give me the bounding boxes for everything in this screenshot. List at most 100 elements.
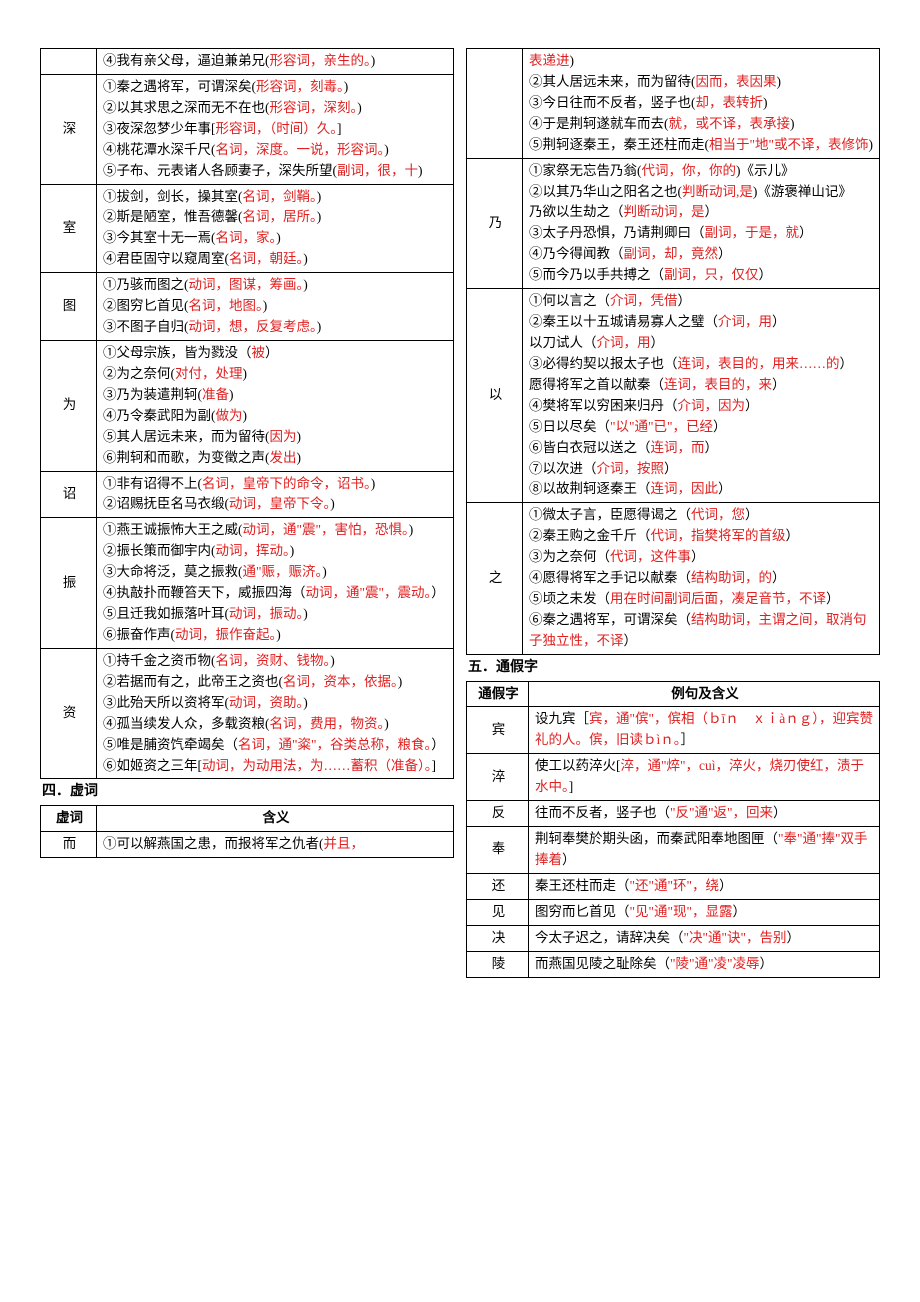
plain-text: ) [303, 277, 308, 292]
red-text: 连词，表目的，用来……的 [678, 356, 840, 371]
content-line: ④君臣固守以窥周室(名词，朝廷。) [103, 249, 449, 270]
key-cell: 决 [467, 925, 529, 951]
content-line: ①非有诏得不上(名词，皇帝下的命令，诏书。) [103, 474, 449, 495]
plain-text: ） [840, 356, 854, 371]
plain-text: ） [719, 878, 733, 893]
red-text: 动词，挥动。 [216, 543, 290, 558]
red-text: 形容词，（时间）久。 [216, 121, 338, 136]
plain-text: ） [713, 419, 727, 434]
plain-text: 愿得将军之首以献秦（ [529, 377, 664, 392]
plain-text: 乃欲以生劫之（ [529, 204, 624, 219]
red-text: 名词，资本，依据。 [283, 674, 398, 689]
red-text: 连词，而 [651, 440, 705, 455]
table-row: 室①拔剑，剑长，操其室(名词，剑鞘。)②斯是陋室，惟吾德馨(名词，居所。)③今其… [41, 184, 454, 273]
plain-text: ②图穷匕首见( [103, 298, 189, 313]
red-text: 名词，通"粢"，谷类总称，粮食。 [238, 737, 431, 752]
plain-text: ②以其求思之深而无不在也( [103, 100, 270, 115]
table-row: 为①父母宗族，皆为戮没（被）②为之奈何(对付，处理)③乃为装遣荆轲(准备)④乃令… [41, 340, 454, 471]
plain-text: ④桃花潭水深千尺( [103, 142, 216, 157]
plain-text: ⑤日以尽矣（ [529, 419, 610, 434]
content-line: ①乃骇而图之(动词，图谋，筹画。) [103, 275, 449, 296]
content-line: ⑤而今乃以手共搏之（副词，只，仅仅） [529, 265, 875, 286]
plain-text: 使工以药淬火[ [535, 758, 621, 773]
table-row: 表递进)②其人居远未来，而为留待(因而，表因果)③今日往而不反者，竖子也(却，表… [467, 49, 880, 159]
content-line: 秦王还柱而走（"还"通"环"，绕） [535, 876, 875, 897]
red-text: 因为 [270, 429, 297, 444]
plain-text: ③乃为装遣荆轲( [103, 387, 202, 402]
plain-text: ③太子丹恐惧，乃请荆卿曰（ [529, 225, 705, 240]
table-header-row: 通假字 例句及含义 [467, 681, 880, 707]
plain-text: ④愿得将军之手记以献秦（ [529, 570, 691, 585]
content-line: 图穷而匕首见（"见"通"现"，显露） [535, 902, 875, 923]
red-text: 就，或不译，表承接 [669, 116, 791, 131]
content-line: 设九宾［宾，通"傧"，傧相（ｂīｎ ｘｉàｎｇ），迎宾赞礼的人。傧，旧读ｂìｎ。… [535, 709, 875, 751]
plain-text: ） [733, 904, 747, 919]
content-cell: 秦王还柱而走（"还"通"环"，绕） [529, 873, 880, 899]
red-text: 对付，处理 [175, 366, 243, 381]
plain-text: ) [409, 522, 414, 537]
content-cell: ①燕王诚振怖大王之威(动词，通"震"，害怕，恐惧。)②振长策而御宇内(动词，挥动… [97, 518, 454, 649]
plain-text: ) [317, 189, 322, 204]
plain-text: ) [398, 674, 403, 689]
plain-text: ②斯是陋室，惟吾德馨( [103, 209, 243, 224]
key-cell-continuation [467, 49, 523, 159]
table-row: 乃①家祭无忘告乃翁(代词，你，你的)《示儿》②以其乃华山之阳名之也(判断动词,是… [467, 158, 880, 289]
content-line: ①微太子言，臣愿得谒之（代词，您） [529, 505, 875, 526]
th-tongjia: 通假字 [467, 681, 529, 707]
key-cell-continuation [41, 49, 97, 75]
content-line: ②为之奈何(对付，处理) [103, 364, 449, 385]
red-text: 副词，很，十 [337, 163, 418, 178]
red-text: 名词，家。 [216, 230, 277, 245]
plain-text: ） [562, 852, 576, 867]
content-line: ⑥振奋作声(动词，振作奋起。) [103, 625, 449, 646]
content-line: ④樊将军以穷困来归丹（介词，因为） [529, 396, 875, 417]
red-text: 副词，只，仅仅 [664, 267, 759, 282]
table-row: 以①何以言之（介词，凭借）②秦王以十五城请易寡人之璧（介词，用）以刀试人（介词，… [467, 289, 880, 503]
plain-text: ②为之奈何( [103, 366, 175, 381]
red-text: 形容词，深刻。 [270, 100, 358, 115]
plain-text: ] [432, 758, 437, 773]
red-text: 名词，皇帝下的命令，诏书。 [202, 476, 371, 491]
content-line: ①拔剑，剑长，操其室(名词，剑鞘。) [103, 187, 449, 208]
plain-text: ④我有亲父母，逼迫兼弟兄( [103, 53, 270, 68]
content-line: ⑤子布、元表诸人各顾妻子，深失所望(副词，很，十) [103, 161, 449, 182]
plain-text: ） [651, 335, 665, 350]
content-line: ⑦以次进（介词，按照） [529, 459, 875, 480]
plain-text: ) [229, 387, 234, 402]
red-text: 动词，振作奋起。 [175, 627, 276, 642]
plain-text: ②若据而有之，此帝王之资也( [103, 674, 283, 689]
plain-text: 荆轲奉樊於期头函，而秦武阳奉地图匣（ [535, 831, 778, 846]
content-line: ④执敲扑而鞭笞天下，威振四海（动词，通"震"，震动。） [103, 583, 449, 604]
content-line: ③夜深忽梦少年事[形容词，（时间）久。] [103, 119, 449, 140]
plain-text: ) [371, 53, 376, 68]
plain-text: ） [678, 293, 692, 308]
content-line: ③不图子自归(动词，想，反复考虑。) [103, 317, 449, 338]
plain-text: ） [745, 398, 759, 413]
content-cell: 今太子迟之，请辞决矣（"决"通"诀"，告别） [529, 925, 880, 951]
key-cell: 振 [41, 518, 97, 649]
right-column: 表递进)②其人居远未来，而为留待(因而，表因果)③今日往而不反者，竖子也(却，表… [466, 48, 880, 980]
content-cell: 表递进)②其人居远未来，而为留待(因而，表因果)③今日往而不反者，竖子也(却，表… [523, 49, 880, 159]
red-text: 动词，想，反复考虑。 [189, 319, 317, 334]
red-text: 介词，用 [597, 335, 651, 350]
key-cell: 深 [41, 74, 97, 184]
plain-text: )《示儿》 [736, 163, 795, 178]
red-text: 动词，通"震"，害怕，恐惧。 [243, 522, 409, 537]
plain-text: 图穷而匕首见（ [535, 904, 630, 919]
plain-text: ⑥振奋作声( [103, 627, 175, 642]
table-row: ④我有亲父母，逼迫兼弟兄(形容词，亲生的。) [41, 49, 454, 75]
content-line: 以刀试人（介词，用） [529, 333, 875, 354]
key-cell: 宾 [467, 707, 529, 754]
plain-text: ) [418, 163, 423, 178]
content-line: ②图穷匕首见(名词，地图。) [103, 296, 449, 317]
plain-text: ) [303, 606, 308, 621]
plain-text: ③此殆天所以资将军( [103, 695, 229, 710]
table-row: 见图穷而匕首见（"见"通"现"，显露） [467, 899, 880, 925]
content-line: ③必得约契以报太子也（连词，表目的，用来……的） [529, 354, 875, 375]
content-line: ⑤顷之未发（用在时间副词后面，凑足音节，不译） [529, 589, 875, 610]
plain-text: ) [869, 137, 874, 152]
plain-text: ) [297, 429, 302, 444]
red-text: 动词，通"震"，震动。 [306, 585, 432, 600]
content-line: ⑥秦之遇将军，可谓深矣（结构助词，主谓之间，取消句子独立性，不译） [529, 610, 875, 652]
plain-text: ］ [681, 732, 695, 747]
